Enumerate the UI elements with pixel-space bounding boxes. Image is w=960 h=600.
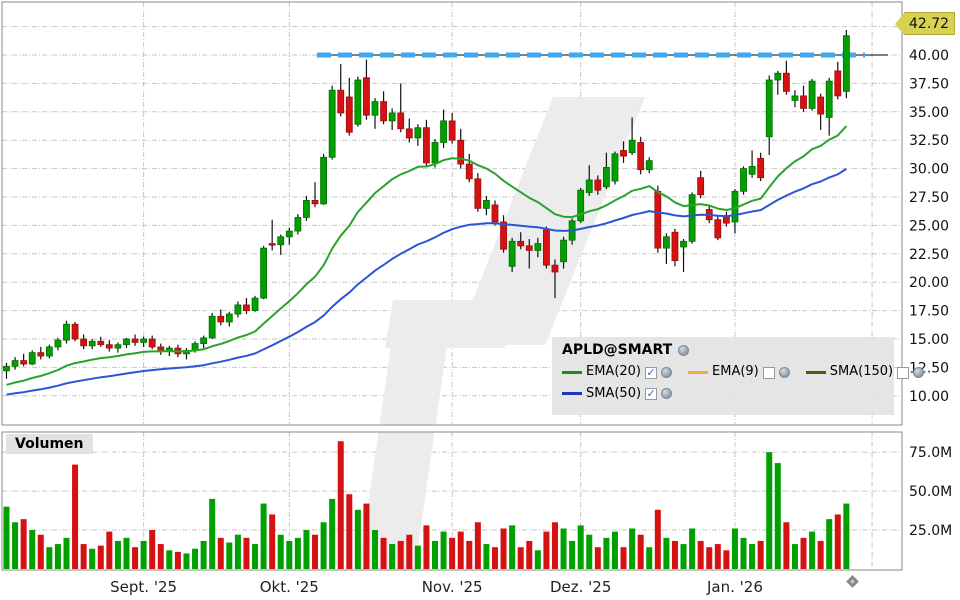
price-axis-labels: 10.0012.5015.0017.5020.0022.5025.0027.50… bbox=[909, 48, 949, 405]
sma150-settings-icon[interactable] bbox=[913, 367, 925, 379]
legend-item-ema9: EMA(9) bbox=[688, 365, 790, 379]
svg-text:25.0M: 25.0M bbox=[909, 523, 952, 539]
svg-text:75.0M: 75.0M bbox=[909, 445, 952, 461]
sma150-color-swatch bbox=[805, 371, 826, 375]
svg-text:10.00: 10.00 bbox=[909, 389, 949, 405]
volume-bars bbox=[3, 441, 850, 569]
price-tag-arrow-icon bbox=[895, 12, 904, 35]
legend-item-sma150: SMA(150) bbox=[805, 364, 925, 380]
last-price-value: 42.72 bbox=[904, 12, 956, 35]
volume-axis-labels: 25.0M 50.0M 75.0M bbox=[909, 445, 952, 539]
svg-text:Jan. '26: Jan. '26 bbox=[706, 578, 763, 596]
svg-text:20.00: 20.00 bbox=[909, 275, 949, 291]
ema9-color-swatch bbox=[688, 371, 709, 375]
candlesticks bbox=[3, 30, 850, 379]
sma50-color-swatch bbox=[562, 392, 582, 396]
ema20-settings-icon[interactable] bbox=[661, 367, 673, 379]
sma50-label: SMA(50) bbox=[586, 385, 642, 401]
ema20-checkbox[interactable]: ✓ bbox=[645, 365, 658, 379]
svg-text:35.00: 35.00 bbox=[909, 105, 949, 121]
volume-panel-title: Volumen bbox=[6, 434, 93, 454]
ema9-checkbox[interactable] bbox=[762, 366, 775, 379]
ema9-label: EMA(9) bbox=[712, 364, 759, 380]
svg-text:27.50: 27.50 bbox=[909, 190, 949, 206]
svg-text:50.0M: 50.0M bbox=[909, 484, 952, 500]
svg-text:Dez. '25: Dez. '25 bbox=[550, 578, 611, 596]
sma50-checkbox[interactable]: ✓ bbox=[645, 386, 658, 400]
svg-text:17.50: 17.50 bbox=[909, 304, 949, 320]
svg-text:15.00: 15.00 bbox=[909, 332, 949, 348]
last-price-tag: 42.72 bbox=[895, 12, 956, 35]
svg-text:Sept. '25: Sept. '25 bbox=[110, 578, 177, 596]
svg-text:37.50: 37.50 bbox=[909, 76, 949, 92]
sma150-label: SMA(150) bbox=[829, 364, 894, 380]
ema20-label: EMA(20) bbox=[586, 364, 642, 380]
svg-text:Okt. '25: Okt. '25 bbox=[260, 578, 319, 596]
panel-borders bbox=[1, 1, 903, 571]
indicator-legend: APLD@SMART EMA(20) ✓ EMA(9) SMA(150) bbox=[552, 337, 925, 415]
svg-text:Nov. '25: Nov. '25 bbox=[422, 578, 483, 596]
svg-text:22.50: 22.50 bbox=[909, 247, 949, 263]
ema9-settings-icon[interactable] bbox=[778, 367, 790, 379]
symbol-label: APLD@SMART bbox=[562, 342, 673, 358]
svg-text:40.00: 40.00 bbox=[909, 48, 949, 64]
sma50-settings-icon[interactable] bbox=[661, 388, 673, 400]
broker-watermark-logo bbox=[358, 97, 645, 570]
legend-item-ema20: EMA(20) ✓ bbox=[562, 364, 673, 380]
sma150-checkbox[interactable] bbox=[897, 366, 910, 379]
svg-text:30.00: 30.00 bbox=[909, 162, 949, 178]
svg-text:32.50: 32.50 bbox=[909, 133, 949, 149]
ema20-color-swatch bbox=[562, 371, 582, 375]
moving-average-lines bbox=[6, 125, 848, 396]
svg-text:25.00: 25.00 bbox=[909, 218, 949, 234]
symbol-settings-icon[interactable] bbox=[678, 345, 690, 357]
legend-item-sma50: SMA(50) ✓ bbox=[562, 385, 673, 401]
month-axis-labels: Sept. '25 Okt. '25 Nov. '25 Dez. '25 Jan. '2… bbox=[110, 578, 763, 596]
